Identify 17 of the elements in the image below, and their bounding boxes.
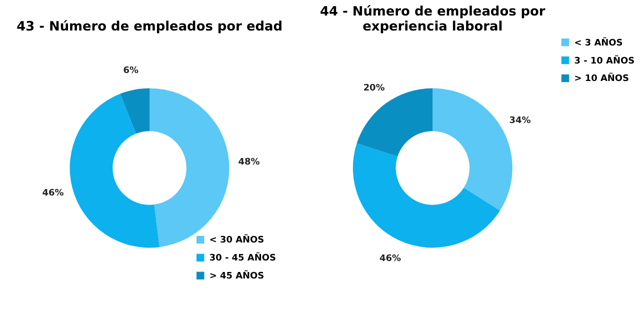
chart-title: 43 - Número de empleados por edad — [16, 19, 282, 34]
legend-label: 3 - 10 AÑOS — [574, 54, 635, 66]
data-label: 6% — [123, 66, 138, 76]
data-label: 46% — [379, 254, 401, 264]
chart-title: 44 - Número de empleados por experiencia laboral — [320, 4, 546, 34]
donut-slice — [70, 94, 160, 248]
data-label: 34% — [509, 116, 531, 126]
data-label: 46% — [42, 188, 64, 199]
donut-slice — [120, 88, 150, 134]
donut-slice — [353, 143, 500, 248]
legend-label: < 3 AÑOS — [574, 36, 623, 48]
legend-label: > 45 AÑOS — [209, 270, 264, 282]
legend-label: 30 - 45 AÑOS — [209, 252, 276, 264]
data-label: 48% — [238, 158, 260, 168]
legend-label: > 10 AÑOS — [574, 72, 629, 84]
data-label: 20% — [363, 83, 385, 94]
legend-label: < 30 AÑOS — [209, 234, 264, 246]
